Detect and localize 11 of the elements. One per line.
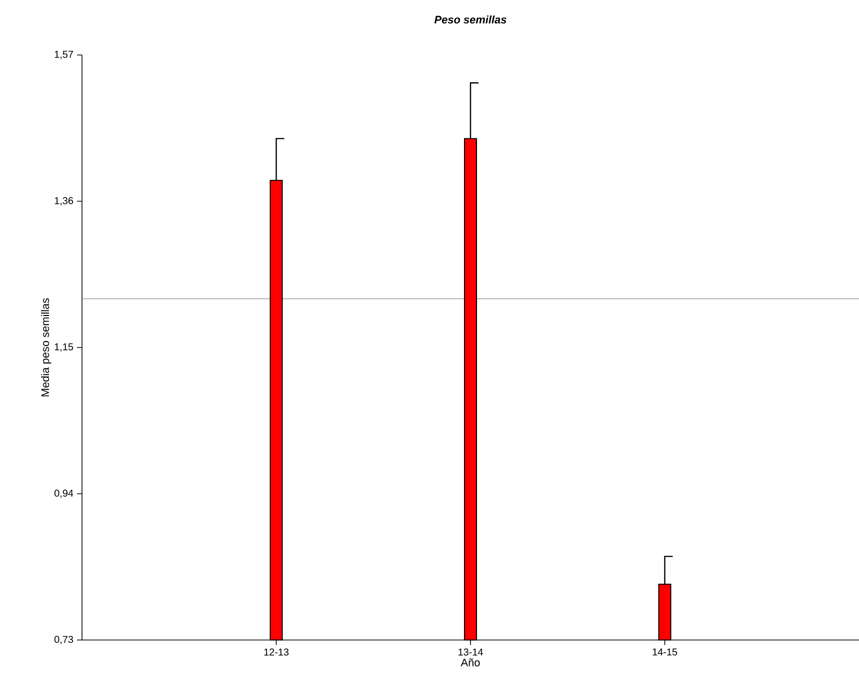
x-tick-label: 14-15 [652,648,678,656]
x-tick-label: 12-13 [264,648,289,656]
y-tick-label: 0,73 [54,636,74,644]
y-tick-label: 1,36 [54,197,74,206]
x-tick-label: 13-14 [458,648,483,656]
y-tick-label: 1,57 [54,50,73,60]
x-axis-title: Año [460,658,480,666]
y-tick-label: 0,94 [54,490,74,498]
y-axis-title: Media peso semillas [41,298,52,396]
chart-title: Peso semillas [434,15,506,24]
y-tick-label: 1,15 [54,343,74,352]
